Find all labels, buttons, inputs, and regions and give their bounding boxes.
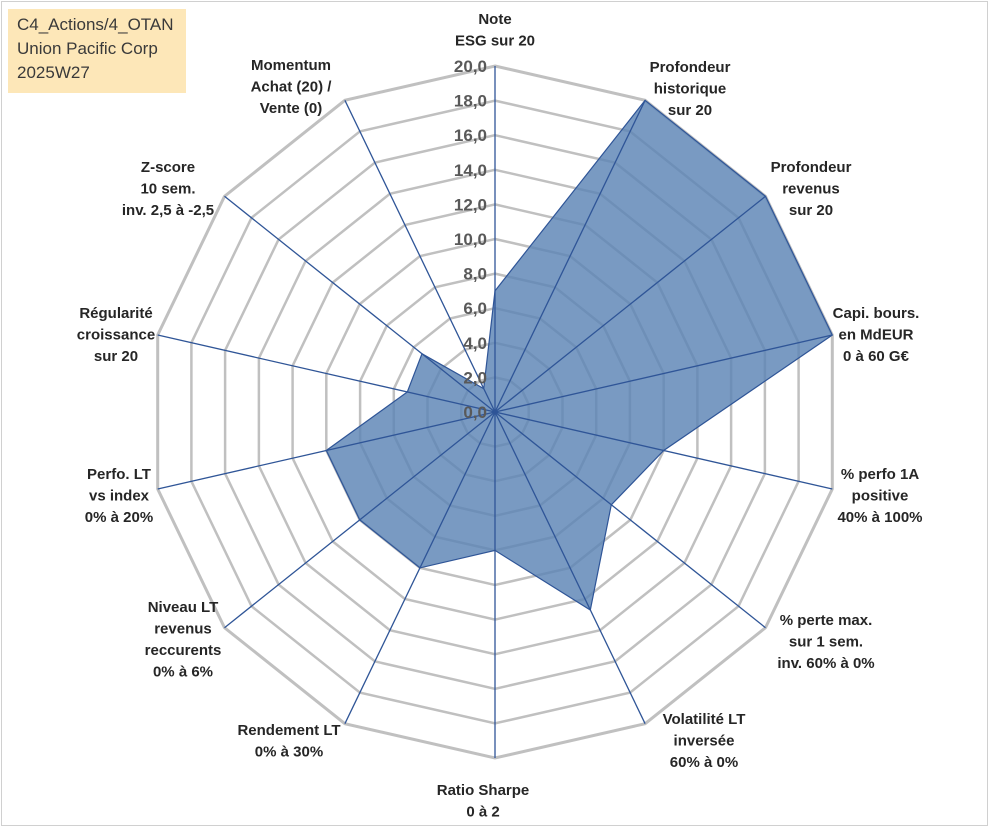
tick-label: 4,0 [463,334,487,353]
spoke-line [494,411,646,724]
axis-label: Momentum Achat (20) / Vente (0) [251,57,333,117]
spoke-line [157,411,496,490]
tag-line-2: Union Pacific Corp [17,39,158,58]
tag-box: C4_Actions/4_OTAN Union Pacific Corp 202… [8,9,186,93]
spoke-line [224,195,496,413]
spoke-line [494,334,833,413]
tick-label: 12,0 [454,195,487,214]
tick-label: 16,0 [454,126,487,145]
axis-label: Perfo. LT vs index 0% à 20% [85,466,153,526]
axis-label: Note ESG sur 20 [455,11,535,50]
tick-label: 6,0 [463,299,487,318]
tick-label: 18,0 [454,92,487,111]
tick-label: 8,0 [463,265,487,284]
radar-tick-labels: 0,0 2,0 4,0 6,0 8,0 10,0 12,0 14,0 16,0 18,0 20,0 [454,57,487,422]
axis-label: Volatilité LT inversée 60% à 0% [663,711,746,771]
axis-label: % perte max. sur 1 sem. inv. 60% à 0% [777,612,874,672]
axis-label: Régularité croissance sur 20 [77,305,155,365]
tick-label: 20,0 [454,57,487,76]
spoke-line [494,411,833,490]
axis-label: % perfo 1A positive 40% à 100% [837,466,922,526]
spoke-line [224,411,496,629]
tick-label: 10,0 [454,230,487,249]
axis-label: Ratio Sharpe 0 à 2 [437,782,530,821]
axis-label: Capi. bours. en MdEUR 0 à 60 G€ [833,305,920,365]
axis-label: Profondeur revenus sur 20 [771,159,852,219]
tag-line-3: 2025W27 [17,63,90,82]
radar-spokes [157,66,833,758]
series-area [325,99,834,611]
radar-series [325,99,834,611]
spoke-line [157,334,496,413]
spoke-line [494,411,766,629]
spoke-line [494,195,766,413]
tick-label: 0,0 [463,403,487,422]
radar-axis-labels: Note ESG sur 20 Profondeur historique sur 20… [77,11,923,821]
tick-label: 14,0 [454,161,487,180]
spoke-line [494,100,646,413]
axis-label: Rendement LT 0% à 30% [237,722,340,761]
tag-line-1: C4_Actions/4_OTAN [17,15,174,34]
axis-label: Niveau LT revenus reccurents 0% à 6% [145,599,222,681]
tick-label: 2,0 [463,368,487,387]
axis-label: Profondeur historique sur 20 [650,59,731,119]
spoke-line [344,100,496,413]
axis-label: Z-score 10 sem. inv. 2,5 à -2,5 [122,159,214,219]
spoke-line [344,411,496,724]
